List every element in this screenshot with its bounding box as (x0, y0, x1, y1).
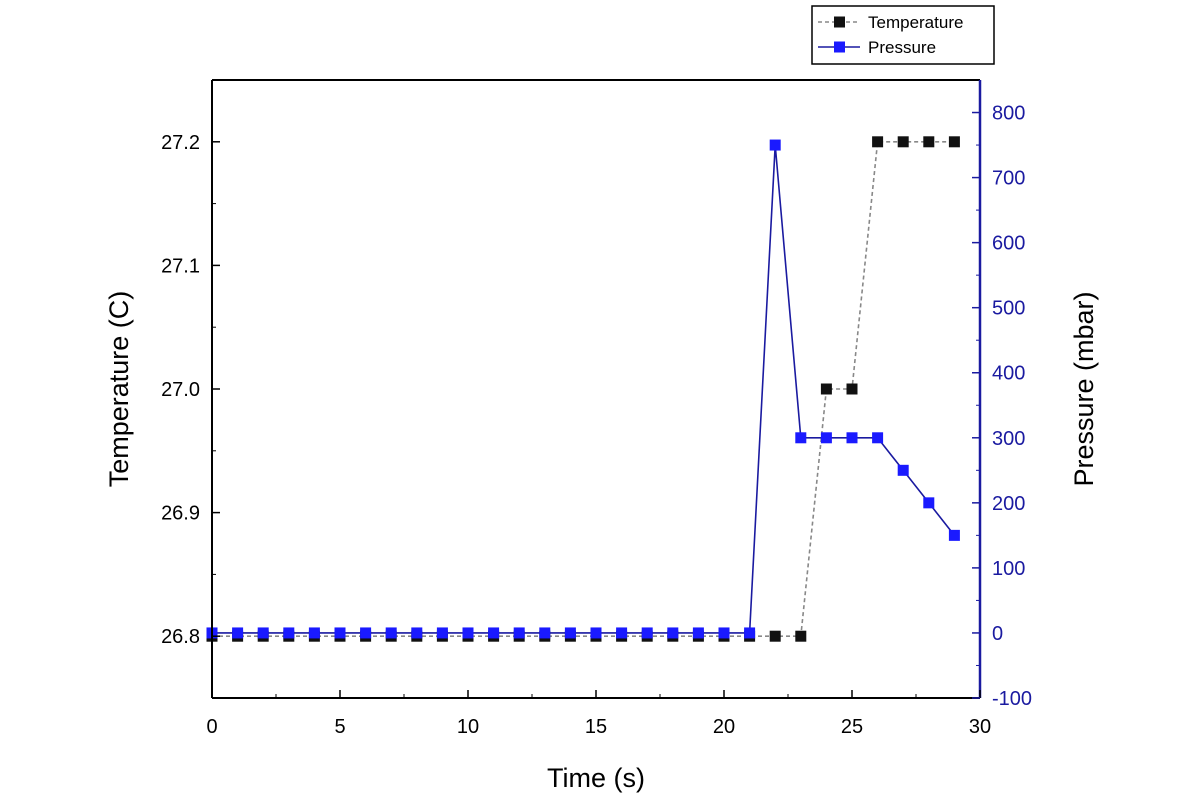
y-left-tick-label: 27.2 (161, 132, 200, 154)
data-point-pressure (718, 627, 730, 639)
data-point-pressure (436, 627, 448, 639)
data-point-temperature (897, 136, 909, 148)
data-point-pressure (667, 627, 679, 639)
x-tick-label: 0 (206, 716, 217, 738)
legend-box (811, 5, 995, 65)
y-right-tick-label: 600 (992, 233, 1025, 255)
x-tick-label: 5 (334, 716, 345, 738)
y-left-tick-label: 26.8 (161, 626, 200, 648)
y-right-tick-label: 0 (992, 623, 1003, 645)
data-point-pressure (334, 627, 346, 639)
data-point-pressure (846, 432, 858, 444)
data-point-temperature (820, 383, 832, 395)
y-right-tick-label: 400 (992, 363, 1025, 385)
data-point-pressure (462, 627, 474, 639)
data-point-temperature (923, 136, 935, 148)
series-line-temperature (212, 141, 955, 638)
data-point-pressure (360, 627, 372, 639)
x-axis-title: Time (s) (547, 763, 645, 793)
legend-label-temperature: Temperature (868, 13, 963, 32)
y-right-tick-label: 100 (992, 558, 1025, 580)
data-point-pressure (488, 627, 500, 639)
data-point-pressure (590, 627, 602, 639)
series-line-pressure (212, 145, 956, 634)
data-point-pressure (411, 627, 423, 639)
y-right-tick-label: 500 (992, 298, 1025, 320)
data-point-temperature (872, 136, 884, 148)
data-point-pressure (257, 627, 269, 639)
data-point-pressure (564, 627, 576, 639)
x-tick-label: 10 (457, 716, 479, 738)
y-right-tick-label: 800 (992, 103, 1025, 125)
data-point-pressure (795, 432, 807, 444)
data-point-pressure (539, 627, 551, 639)
data-point-pressure (769, 139, 781, 151)
y-right-tick-label: -100 (992, 688, 1032, 710)
data-point-pressure (641, 627, 653, 639)
y-right-tick-label: 300 (992, 428, 1025, 450)
data-point-pressure (385, 627, 397, 639)
data-point-pressure (820, 432, 832, 444)
y-left-axis-title: Temperature (C) (104, 291, 134, 488)
y-left-tick-label: 27.1 (161, 255, 200, 277)
data-point-pressure (872, 432, 884, 444)
data-point-pressure (513, 627, 525, 639)
data-point-pressure (232, 627, 244, 639)
data-point-pressure (308, 627, 320, 639)
x-tick-label: 20 (713, 716, 735, 738)
x-tick-label: 15 (585, 716, 607, 738)
data-point-temperature (769, 630, 781, 642)
y-left-tick-label: 27.0 (161, 379, 200, 401)
data-point-pressure (923, 497, 935, 509)
y-right-tick-label: 700 (992, 168, 1025, 190)
legend-marker-pressure (834, 41, 845, 53)
data-point-temperature (795, 630, 807, 642)
legend: Temperature Pressure (811, 5, 995, 65)
legend-marker-temperature (834, 16, 845, 28)
data-point-temperature (846, 383, 858, 395)
x-tick-label: 30 (969, 716, 991, 738)
y-right-axis-title: Pressure (mbar) (1069, 291, 1099, 486)
x-tick-label: 25 (841, 716, 863, 738)
axes: 0 5 10 15 20 25 30 26.8 26.9 27.0 27.1 27.2 -100 0 100… (104, 79, 1099, 793)
data-point-pressure (897, 464, 909, 476)
data-point-pressure (948, 529, 960, 541)
plot-markers (206, 136, 960, 642)
data-point-pressure (744, 627, 756, 639)
y-left-tick-label: 26.9 (161, 503, 200, 525)
data-point-temperature (948, 136, 960, 148)
data-point-pressure (692, 627, 704, 639)
data-point-pressure (283, 627, 295, 639)
data-point-pressure (616, 627, 628, 639)
y-right-tick-label: 200 (992, 493, 1025, 515)
plot-lines (212, 141, 956, 638)
legend-label-pressure: Pressure (868, 38, 936, 57)
